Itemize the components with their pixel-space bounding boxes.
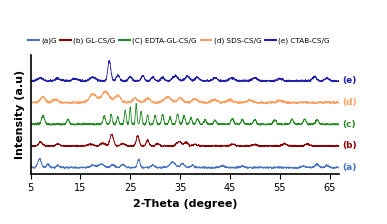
Y-axis label: Intensity (a.u): Intensity (a.u) (15, 70, 25, 159)
Text: (d): (d) (342, 98, 356, 107)
Text: (e): (e) (342, 76, 356, 85)
Text: (c): (c) (342, 120, 356, 129)
Legend: (a)G, (b) GL-CS/G, (C) EDTA-GL-CS/G, (d) SDS-CS/G, (e) CTAB-CS/G: (a)G, (b) GL-CS/G, (C) EDTA-GL-CS/G, (d)… (25, 35, 332, 47)
Text: (a): (a) (342, 163, 356, 172)
Text: (b): (b) (342, 141, 356, 151)
X-axis label: 2-Theta (degree): 2-Theta (degree) (133, 199, 237, 209)
